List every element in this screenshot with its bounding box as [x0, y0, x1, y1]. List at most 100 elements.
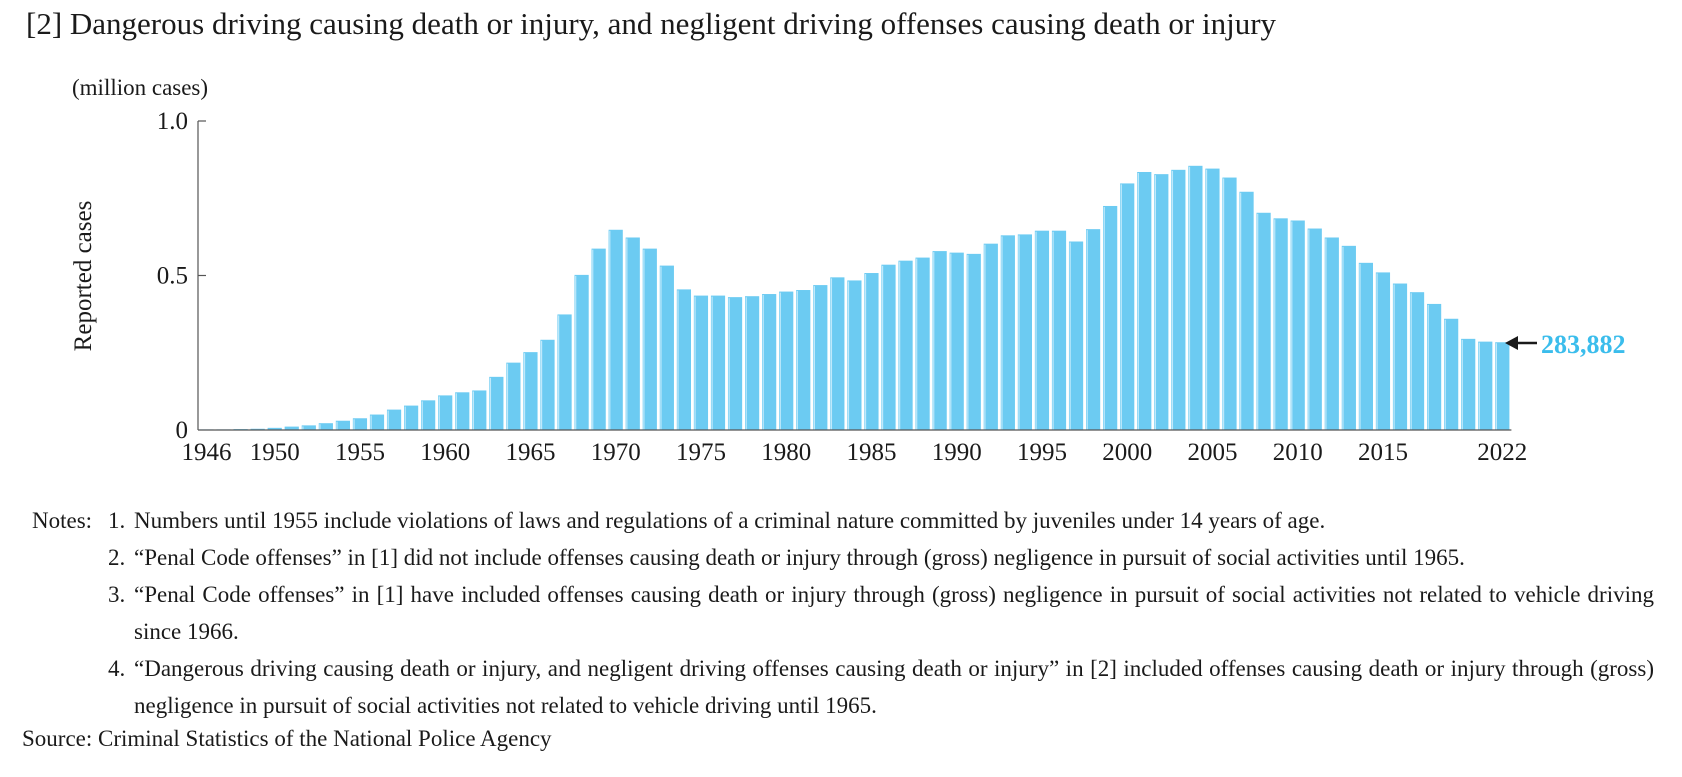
note-item: 2. “Penal Code offenses” in [1] did not …	[0, 539, 1682, 576]
bar: 1999: 0.725	[1103, 205, 1118, 430]
bar: 1960: 0.112	[438, 395, 453, 430]
bar: 1966: 0.292	[540, 339, 555, 430]
bar: 2007: 0.771	[1239, 191, 1254, 430]
bar: 2014: 0.541	[1358, 262, 1373, 430]
bar: 1975: 0.435	[693, 295, 709, 430]
bar: 1957: 0.066	[386, 409, 402, 430]
bar: 1986: 0.535	[881, 264, 896, 430]
bar: 1956: 0.05	[369, 414, 385, 430]
bar: 1958: 0.079	[404, 405, 419, 430]
bar: 1978: 0.433	[745, 296, 760, 430]
bar: 1988: 0.558	[915, 257, 930, 430]
x-tick-label: 1975	[676, 439, 726, 466]
y-axis: 0 0.5 1.0	[157, 108, 206, 444]
bar: 2015: 0.51	[1375, 272, 1391, 430]
bar: 1968: 0.502	[574, 274, 589, 430]
bar: 2018: 0.408	[1427, 303, 1442, 430]
note-text: Numbers until 1955 include violations of…	[134, 508, 1326, 533]
y-tick-label: 0	[176, 417, 189, 444]
bar: 1965: 0.252	[523, 352, 538, 430]
bar: 1973: 0.532	[659, 265, 674, 430]
note-item: 4. “Dangerous driving causing death or i…	[0, 650, 1682, 724]
y-tick-label: 0.5	[157, 263, 188, 290]
note-item: 3. “Penal Code offenses” in [1] have inc…	[0, 576, 1682, 650]
bar: 1983: 0.494	[830, 277, 845, 430]
y-axis-label: Reported cases	[70, 201, 97, 352]
x-tick-label: 1980	[761, 439, 811, 466]
bar: 2013: 0.596	[1341, 245, 1356, 430]
bar: 1959: 0.096	[421, 400, 436, 430]
bar: 1955: 0.038	[352, 418, 368, 430]
chart-title: [2] Dangerous driving causing death or i…	[26, 6, 1277, 41]
x-axis: 1946 1950 1955 1960 1965 1970 1975 1980 1985 1990…	[182, 429, 1527, 466]
bar: 2020: 0.295	[1461, 338, 1476, 430]
bar: 1952: 0.015	[301, 425, 316, 430]
x-tick-label: 1955	[335, 439, 385, 466]
note-text: “Penal Code offenses” in [1] have includ…	[134, 582, 1654, 644]
bar: 1970: 0.648	[608, 229, 623, 430]
bar: 1954: 0.03	[335, 420, 350, 430]
note-number: 1.	[108, 508, 126, 533]
bar-chart: (million cases) Reported cases 0 0.5 1.0 1…	[70, 75, 1626, 466]
bar: 2016: 0.474	[1392, 283, 1408, 430]
bar: 1963: 0.172	[489, 376, 504, 430]
notes-prefix: Notes:	[32, 508, 93, 533]
note-number: 3.	[108, 582, 126, 607]
bars: 1946: 0.0011947: 0.0021948: 0.0031949: 0…	[199, 165, 1510, 431]
note-item: Notes: 1. Numbers until 1955 include vio…	[0, 502, 1682, 539]
bar: 1961: 0.122	[455, 392, 470, 430]
x-tick-label: 1985	[847, 439, 897, 466]
x-tick-label: 1946	[182, 439, 232, 466]
bar: 2011: 0.652	[1307, 228, 1322, 430]
bar: 1962: 0.128	[472, 390, 487, 430]
y-tick-label: 1.0	[157, 108, 188, 135]
bar: 1971: 0.623	[625, 237, 640, 430]
bar: 1998: 0.65	[1086, 229, 1101, 430]
x-tick-label: 1990	[932, 439, 982, 466]
bar: 1976: 0.435	[710, 295, 726, 430]
bar: 1987: 0.548	[898, 260, 913, 430]
bar: 2012: 0.623	[1324, 237, 1339, 430]
x-tick-label: 2010	[1273, 439, 1323, 466]
bar: 2009: 0.685	[1273, 218, 1288, 430]
bar: 1979: 0.44	[762, 294, 777, 430]
bar: 2021: 0.286	[1478, 341, 1493, 430]
bar: 1949: 0.004	[250, 428, 265, 430]
bar: 2000: 0.798	[1120, 183, 1135, 430]
bar: 1974: 0.455	[676, 289, 691, 430]
notes: Notes: 1. Numbers until 1955 include vio…	[0, 502, 1682, 724]
last-value-annotation: 283,882	[1505, 330, 1626, 359]
bar: 2003: 0.842	[1171, 169, 1186, 430]
bar: 1996: 0.645	[1051, 230, 1067, 430]
note-text: “Penal Code offenses” in [1] did not inc…	[134, 545, 1465, 570]
bar: 1994: 0.633	[1017, 234, 1032, 430]
bar: 1951: 0.011	[284, 426, 299, 430]
bar: 2001: 0.835	[1137, 171, 1152, 431]
bar: 1997: 0.61	[1068, 241, 1084, 430]
bar: 1985: 0.508	[864, 273, 879, 430]
x-tick-label: 1965	[506, 439, 556, 466]
bar: 2002: 0.828	[1154, 174, 1169, 430]
bar: 1992: 0.603	[983, 243, 998, 430]
x-tick-label: 1995	[1017, 439, 1067, 466]
bar: 1984: 0.484	[847, 280, 862, 430]
bar: 2017: 0.446	[1409, 292, 1425, 430]
x-tick-label: 1960	[420, 439, 470, 466]
bar: 1991: 0.57	[966, 253, 981, 430]
note-text: “Dangerous driving causing death or inju…	[134, 656, 1654, 718]
bar: 1980: 0.448	[779, 291, 794, 430]
bar: 1977: 0.43	[727, 297, 743, 430]
bar: 2022: 0.284	[1495, 342, 1510, 430]
bar: 1953: 0.022	[318, 423, 333, 430]
x-tick-label: 2022	[1477, 439, 1527, 466]
bar: 2019: 0.36	[1444, 318, 1459, 430]
x-tick-label: 2005	[1188, 439, 1238, 466]
bar: 2004: 0.855	[1188, 165, 1203, 430]
bar: 2008: 0.703	[1256, 212, 1271, 430]
x-tick-label: 2015	[1358, 439, 1408, 466]
note-number: 2.	[108, 545, 126, 570]
bar: 1969: 0.587	[591, 248, 606, 430]
bar: 2006: 0.817	[1222, 177, 1237, 430]
x-tick-label: 2000	[1102, 439, 1152, 466]
bar: 2010: 0.678	[1290, 220, 1305, 430]
